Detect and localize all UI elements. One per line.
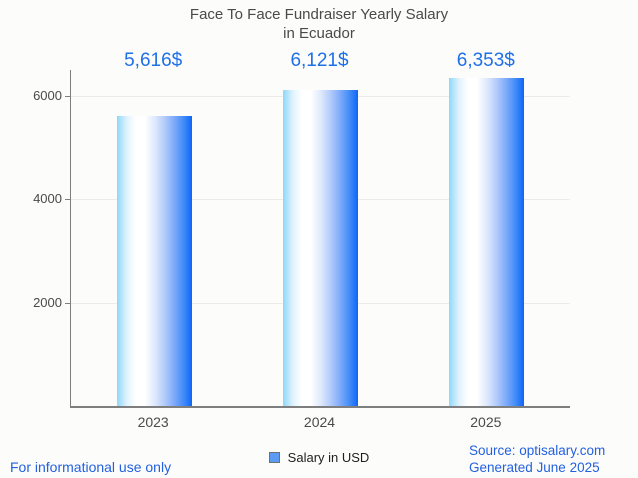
x-axis-labels: 2023 2024 2025: [70, 414, 570, 430]
legend-swatch-icon: [268, 452, 280, 463]
y-axis-label: 2000: [33, 294, 62, 310]
value-labels-row: 5,616$ 6,121$ 6,353$: [70, 50, 570, 72]
bar-2024: [283, 89, 358, 406]
value-label: 6,121$: [290, 50, 349, 71]
chart-title-line1: Face To Face Fundraiser Yearly Salary: [189, 6, 449, 23]
x-axis-label: 2023: [137, 414, 169, 430]
bar-2025: [449, 77, 525, 406]
y-axis-label: 4000: [33, 191, 62, 207]
chart-title: Face To Face Fundraiser Yearly Salary in…: [0, 5, 638, 43]
disclaimer-text: For informational use only: [10, 459, 172, 475]
x-axis-label: 2024: [303, 414, 336, 430]
bar-2023: [116, 115, 192, 406]
source-text: Source: optisalary.com: [469, 443, 606, 458]
y-axis-tick: [65, 95, 71, 97]
y-axis-tick: [65, 302, 71, 304]
plot-area: 2000 4000 6000: [33, 70, 570, 408]
value-label: 6,353$: [456, 50, 515, 71]
y-axis-tick: [65, 199, 71, 201]
chart-title-line2: in Ecuador: [283, 25, 355, 42]
source-block: Source: optisalary.com Generated June 20…: [469, 443, 605, 476]
x-axis-label: 2025: [470, 414, 502, 430]
legend: Salary in USD: [0, 450, 638, 465]
generated-text: Generated June 2025: [469, 459, 600, 475]
legend-label: Salary in USD: [287, 450, 370, 465]
value-label: 5,616$: [124, 50, 183, 71]
y-axis-label: 6000: [33, 87, 62, 103]
